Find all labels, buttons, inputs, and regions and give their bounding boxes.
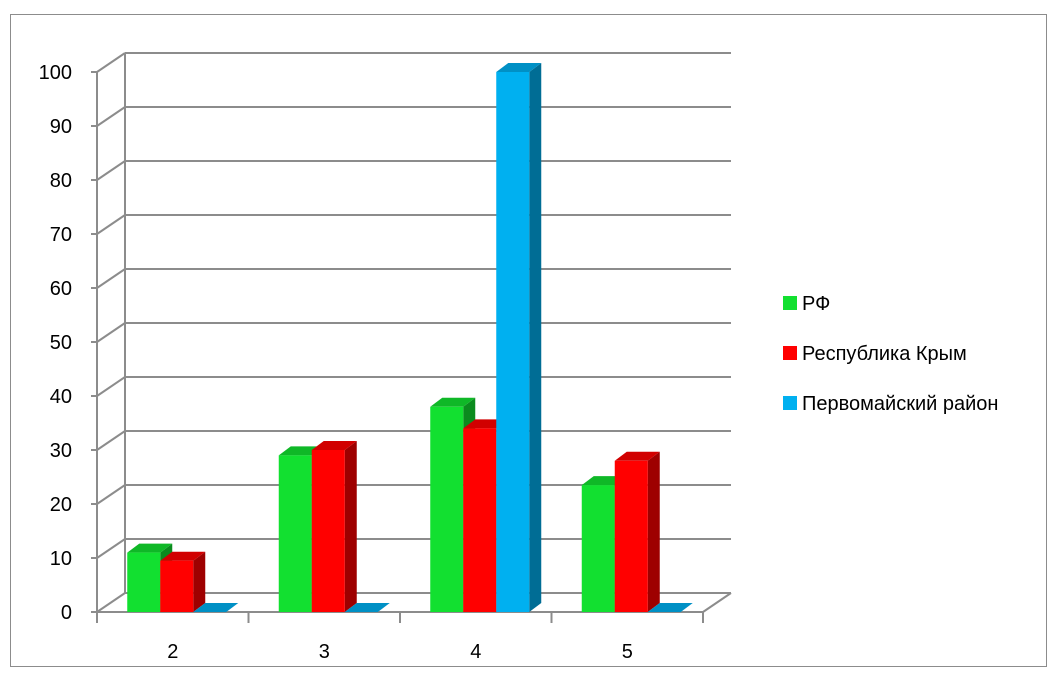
bar [311,441,357,612]
bar-top [193,603,239,612]
legend-item: РФ [783,293,830,315]
y-tick-labels: 0 10 20 30 40 50 60 70 80 90 100 [39,62,72,624]
bar-side [529,63,542,612]
gridline-side [96,268,126,289]
legend-item: Республика Крым [783,343,967,365]
bar-front [430,406,464,612]
legend-item: Первомайский район [783,393,998,415]
gridline-side [96,484,126,505]
legend-label: Республика Крым [802,343,967,365]
legend-swatch [783,346,797,360]
bar-top [344,603,390,612]
bar [160,551,206,612]
bar-front [581,485,615,612]
bar-front [496,72,530,612]
x-tick-label: 3 [319,641,330,663]
gridline-side [96,322,126,343]
bar-top [160,551,206,561]
y-tick-label: 40 [50,386,72,408]
bar [344,603,390,612]
gridline-side [96,52,126,73]
gridline-side [96,538,126,559]
gridline-side [96,160,126,181]
bar-top [127,543,173,553]
gridline-side [96,430,126,451]
bar-side [193,551,206,612]
floor-right-edge [702,592,732,613]
gridline-side [96,214,126,235]
x-tick-labels: 2 3 4 5 [167,641,633,663]
y-tick-label: 90 [50,116,72,138]
gridline-side [96,376,126,397]
y-tick-label: 30 [50,440,72,462]
bars [127,63,693,612]
bar-top [496,63,542,72]
y-tick-label: 60 [50,278,72,300]
bar-side [344,441,357,612]
bar-front [160,560,194,612]
y-tick-label: 20 [50,494,72,516]
y-tick-label: 80 [50,170,72,192]
y-tick-label: 100 [39,62,72,84]
bar [496,63,542,612]
bar-top [311,441,357,450]
bar-side [647,451,660,612]
bar-front [311,450,345,612]
bar-top [647,603,693,612]
legend-swatch [783,396,797,410]
y-tick-label: 70 [50,224,72,246]
gridline-side [96,106,126,127]
x-tick-label: 2 [167,641,178,663]
y-tick-label: 0 [61,602,72,624]
legend-label: Первомайский район [802,393,998,415]
bar-top [614,451,660,461]
bar-front [614,460,648,612]
y-tick-label: 10 [50,548,72,570]
bar [614,451,660,612]
legend-swatch [783,296,797,310]
x-tick-label: 4 [470,641,481,663]
bar-front [127,552,161,612]
bar [647,603,693,612]
bar-front [463,428,497,612]
bar-front [278,455,312,612]
x-tick-label: 5 [622,641,633,663]
bar [193,603,239,612]
y-tick-label: 50 [50,332,72,354]
bar-top [430,397,476,407]
legend: РФ Республика Крым Первомайский район [783,293,998,415]
legend-label: РФ [802,293,830,315]
gridline-side [96,592,126,613]
